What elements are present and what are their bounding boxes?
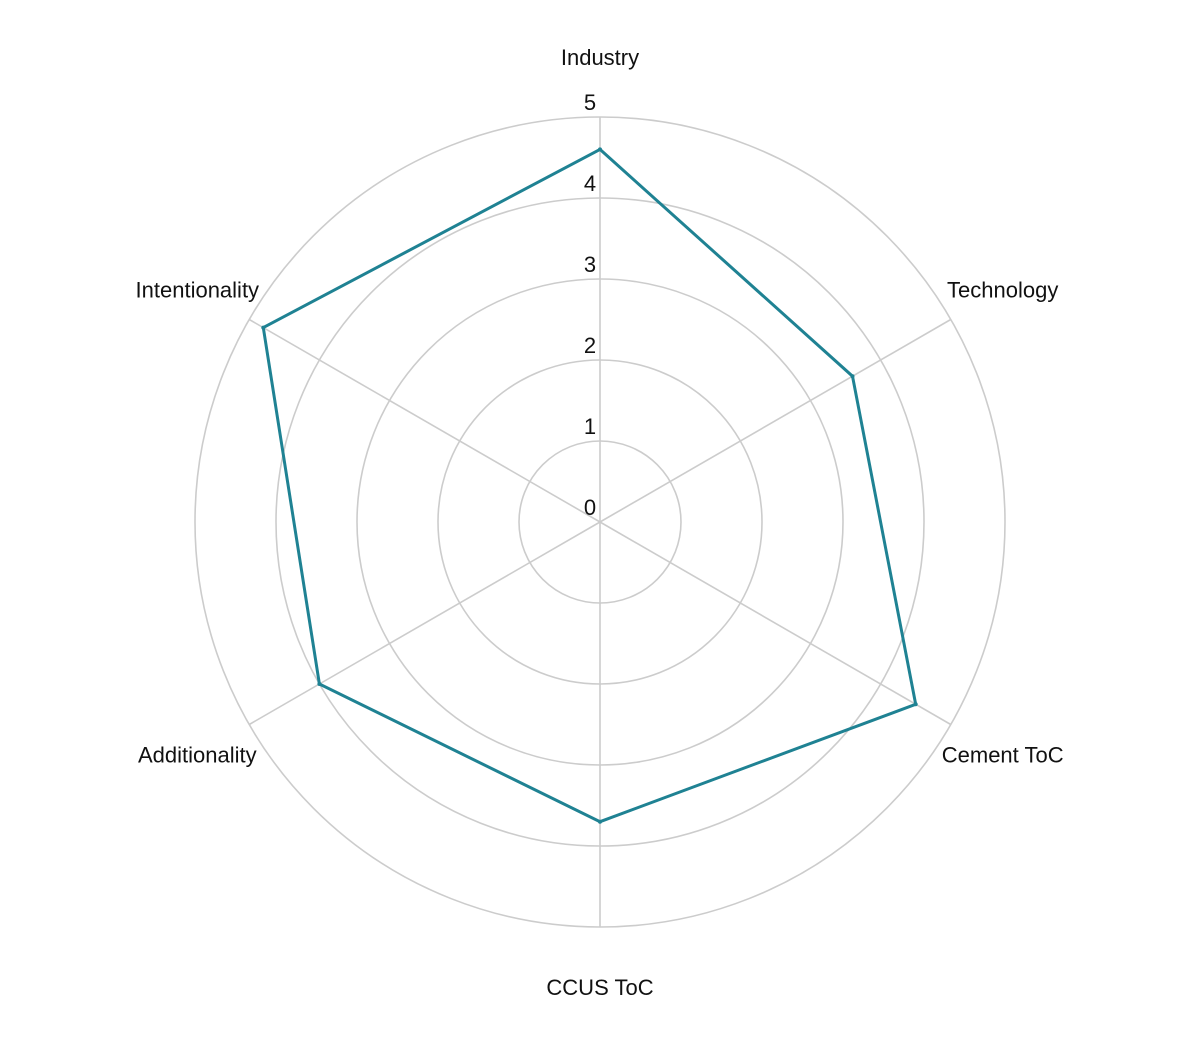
category-label: Industry [561,45,639,70]
category-label: Cement ToC [942,743,1064,768]
data-point-industry [598,147,602,152]
radar-series-layer [261,147,918,824]
axis-spoke [248,318,601,523]
axis-spoke [599,318,952,523]
radial-tick-label: 1 [584,414,596,439]
radial-tick-label: 5 [584,90,596,115]
axis-spoke [599,521,952,726]
radial-tick-labels: 0 1 2 3 4 5 [584,90,596,520]
data-point-cement-toc [913,702,918,707]
category-label: CCUS ToC [546,975,653,1000]
series-line-0 [261,147,918,824]
data-point-additionality [317,682,322,686]
radial-tick-label: 0 [584,495,596,520]
radar-grid [194,116,1006,928]
axis-spoke [248,521,601,726]
data-point-intentionality [261,325,266,330]
category-label: Technology [947,278,1058,303]
data-point-ccus-toc [598,819,602,824]
category-label: Intentionality [136,278,260,303]
category-label: Additionality [138,743,257,768]
radial-tick-label: 3 [584,252,596,277]
category-axis-labels: Industry Technology Cement ToC CCUS ToC Addi… [136,45,1064,1000]
radial-tick-label: 4 [584,171,596,196]
radial-tick-label: 2 [584,333,596,358]
data-point-technology [850,374,855,379]
